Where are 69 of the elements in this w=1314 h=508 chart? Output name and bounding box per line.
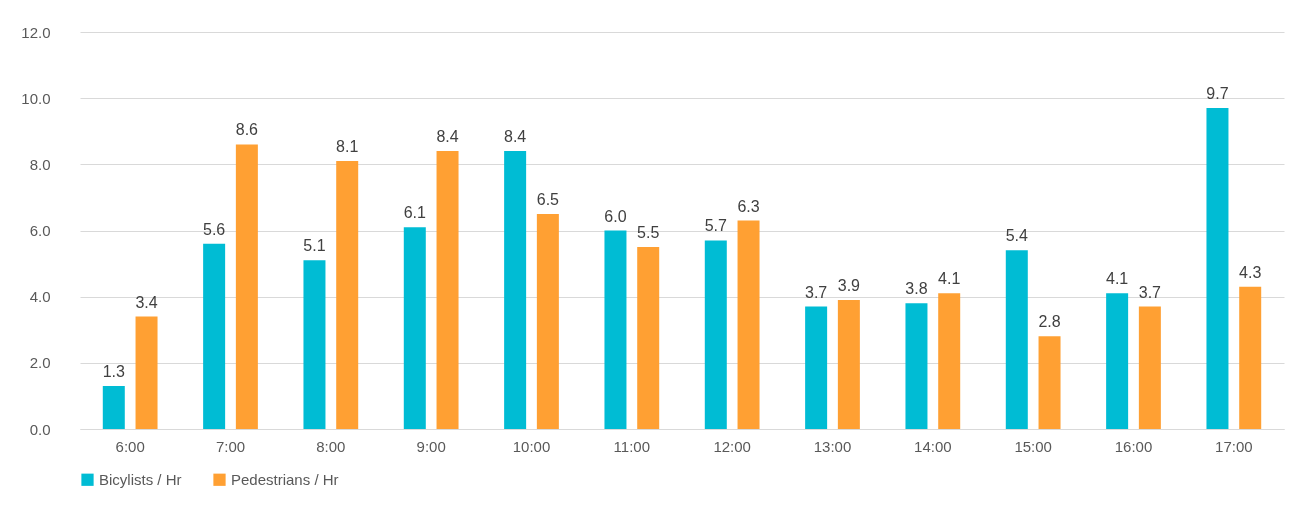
data-label: 5.5 bbox=[637, 224, 660, 242]
data-label: 9.7 bbox=[1206, 85, 1229, 103]
data-label: 8.4 bbox=[504, 128, 527, 146]
data-label: 6.5 bbox=[536, 190, 560, 208]
y-tick-label: 8.0 bbox=[29, 155, 51, 173]
bar bbox=[805, 306, 828, 429]
bar bbox=[336, 161, 359, 429]
bar bbox=[1206, 108, 1229, 429]
data-label: 5.4 bbox=[1005, 227, 1029, 245]
bar bbox=[203, 243, 226, 429]
x-tick-label: 13:00 bbox=[813, 437, 852, 455]
bar bbox=[303, 260, 326, 429]
x-tick-label: 7:00 bbox=[215, 437, 246, 455]
bar bbox=[837, 299, 860, 429]
bar bbox=[905, 303, 928, 429]
bar bbox=[235, 144, 258, 429]
data-label: 1.3 bbox=[102, 362, 126, 380]
x-tick-label: 17:00 bbox=[1215, 437, 1253, 455]
x-tick-label: 16:00 bbox=[1114, 437, 1153, 455]
bar bbox=[536, 213, 559, 429]
bar bbox=[1005, 250, 1028, 429]
data-label: 5.1 bbox=[303, 237, 326, 255]
data-label: 5.6 bbox=[203, 220, 226, 238]
bar bbox=[1038, 336, 1061, 429]
bar bbox=[436, 151, 459, 429]
data-label: 3.7 bbox=[1138, 283, 1162, 301]
data-label: 3.7 bbox=[805, 283, 828, 301]
y-tick-label: 10.0 bbox=[21, 89, 51, 107]
data-label: 8.6 bbox=[235, 121, 259, 139]
bar bbox=[504, 151, 527, 429]
data-label: 8.1 bbox=[336, 138, 359, 156]
data-label: 4.3 bbox=[1239, 263, 1262, 281]
data-label: 6.3 bbox=[737, 197, 760, 215]
data-label: 3.9 bbox=[837, 276, 861, 294]
bar bbox=[1106, 293, 1129, 429]
bar bbox=[1138, 306, 1161, 429]
data-label: 6.0 bbox=[604, 207, 627, 225]
legend-label: Bicylists / Hr bbox=[99, 470, 182, 488]
bar bbox=[938, 293, 961, 429]
x-tick-label: 6:00 bbox=[115, 437, 145, 455]
legend-label: Pedestrians / Hr bbox=[231, 470, 339, 488]
bar bbox=[1239, 286, 1262, 429]
y-tick-label: 2.0 bbox=[29, 354, 51, 372]
y-tick-label: 12.0 bbox=[21, 23, 51, 41]
bar bbox=[135, 316, 158, 429]
x-tick-label: 11:00 bbox=[613, 437, 651, 455]
x-tick-label: 15:00 bbox=[1014, 437, 1052, 455]
x-tick-label: 14:00 bbox=[914, 437, 952, 455]
x-tick-label: 8:00 bbox=[316, 437, 346, 455]
data-label: 6.1 bbox=[403, 204, 427, 222]
x-tick-label: 12:00 bbox=[713, 437, 751, 455]
x-tick-label: 9:00 bbox=[416, 437, 446, 455]
bar bbox=[604, 230, 627, 429]
y-tick-label: 4.0 bbox=[29, 288, 51, 306]
bar bbox=[403, 227, 426, 429]
y-tick-label: 0.0 bbox=[29, 420, 51, 438]
y-tick-label: 6.0 bbox=[29, 222, 51, 239]
data-label: 3.8 bbox=[905, 280, 928, 298]
data-label: 4.1 bbox=[1106, 270, 1129, 288]
data-label: 4.1 bbox=[938, 270, 961, 288]
bar bbox=[737, 220, 760, 429]
bar bbox=[637, 247, 660, 429]
bar bbox=[102, 385, 125, 429]
data-label: 2.8 bbox=[1038, 313, 1061, 331]
data-label: 8.4 bbox=[436, 128, 459, 146]
data-label: 3.4 bbox=[135, 293, 158, 311]
data-label: 5.7 bbox=[704, 217, 728, 235]
x-tick-label: 10:00 bbox=[512, 437, 551, 455]
bar bbox=[704, 240, 727, 429]
